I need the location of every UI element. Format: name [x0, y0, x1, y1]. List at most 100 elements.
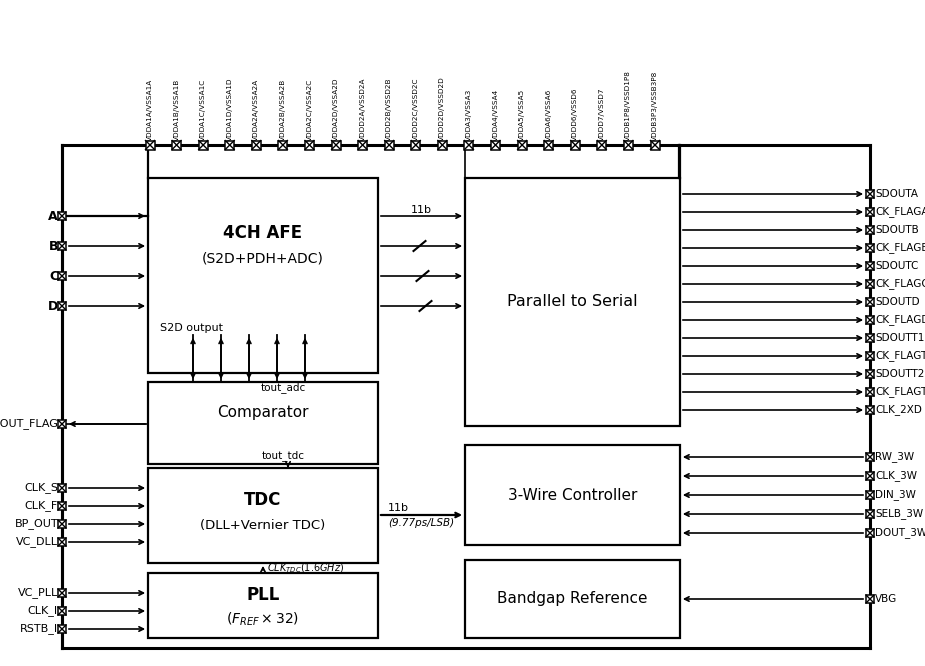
- Text: (9.77ps/LSB): (9.77ps/LSB): [388, 518, 454, 528]
- Bar: [145, 141, 154, 149]
- Text: D: D: [48, 300, 58, 312]
- Bar: [866, 316, 874, 324]
- Text: C: C: [49, 270, 58, 282]
- Bar: [58, 272, 66, 280]
- Text: PLL: PLL: [246, 586, 279, 604]
- Bar: [866, 529, 874, 537]
- Bar: [465, 560, 680, 638]
- Text: CK_FLAGA: CK_FLAGA: [875, 206, 925, 218]
- Text: CLK_F: CLK_F: [25, 501, 58, 511]
- Bar: [650, 141, 660, 149]
- Bar: [465, 178, 680, 426]
- Text: Comparator: Comparator: [217, 404, 309, 420]
- Text: VDDA1A/VSSA1A: VDDA1A/VSSA1A: [147, 79, 153, 141]
- Bar: [58, 420, 66, 428]
- Text: VDDD7/VSSD7: VDDD7/VSSD7: [598, 87, 605, 141]
- Bar: [331, 141, 340, 149]
- Bar: [464, 141, 474, 149]
- Text: VDDD2C/VSSD2C: VDDD2C/VSSD2C: [413, 77, 419, 141]
- Text: RW_3W: RW_3W: [875, 452, 914, 462]
- Bar: [58, 625, 66, 633]
- Text: Parallel to Serial: Parallel to Serial: [507, 294, 638, 310]
- Bar: [58, 538, 66, 546]
- Bar: [866, 190, 874, 198]
- Bar: [866, 472, 874, 480]
- Text: VDDA2C/VSSA2C: VDDA2C/VSSA2C: [306, 79, 313, 141]
- Text: VDDD2D/VSSD2D: VDDD2D/VSSD2D: [439, 76, 445, 141]
- Bar: [866, 388, 874, 396]
- Bar: [278, 141, 288, 149]
- Bar: [412, 141, 420, 149]
- Text: CK_FLAGD: CK_FLAGD: [875, 314, 925, 326]
- Bar: [866, 595, 874, 603]
- Bar: [624, 141, 633, 149]
- Text: DIN_3W: DIN_3W: [875, 490, 916, 500]
- Bar: [438, 141, 447, 149]
- Text: B: B: [48, 240, 58, 252]
- Text: VDDA2B/VSSA2B: VDDA2B/VSSA2B: [280, 79, 286, 141]
- Bar: [385, 141, 394, 149]
- Bar: [866, 491, 874, 499]
- Bar: [544, 141, 553, 149]
- Bar: [866, 334, 874, 342]
- Text: DOUT_3W: DOUT_3W: [875, 527, 925, 538]
- Bar: [225, 141, 234, 149]
- Bar: [58, 242, 66, 250]
- Text: 11b: 11b: [388, 503, 409, 513]
- Text: VDDA4/VSSA4: VDDA4/VSSA4: [492, 89, 499, 141]
- Bar: [58, 502, 66, 510]
- Bar: [571, 141, 580, 149]
- Bar: [148, 178, 378, 373]
- Text: CK_FLAGC: CK_FLAGC: [875, 278, 925, 290]
- Bar: [58, 212, 66, 220]
- Text: CLK_I: CLK_I: [28, 605, 58, 617]
- Text: $(F_{REF}\times32)$: $(F_{REF}\times32)$: [227, 610, 300, 627]
- Text: VDDD2B/VSSD2B: VDDD2B/VSSD2B: [387, 77, 392, 141]
- Bar: [866, 406, 874, 414]
- Bar: [518, 141, 526, 149]
- Text: VBG: VBG: [875, 594, 897, 604]
- Bar: [58, 484, 66, 492]
- Bar: [305, 141, 314, 149]
- Text: SDOUTD: SDOUTD: [875, 297, 919, 307]
- Text: CK_FLAGT2: CK_FLAGT2: [875, 386, 925, 398]
- Text: VDDA1C/VSSA1C: VDDA1C/VSSA1C: [200, 79, 206, 141]
- Bar: [866, 510, 874, 518]
- Bar: [866, 208, 874, 216]
- Bar: [866, 352, 874, 360]
- Text: 4CH AFE: 4CH AFE: [224, 224, 302, 242]
- Text: 11b: 11b: [411, 205, 432, 215]
- Bar: [172, 141, 181, 149]
- Bar: [252, 141, 261, 149]
- Bar: [866, 280, 874, 288]
- Text: TOUT_FLAG: TOUT_FLAG: [0, 418, 58, 430]
- Bar: [465, 445, 680, 545]
- Bar: [866, 226, 874, 234]
- Text: SDOUTA: SDOUTA: [875, 189, 918, 199]
- Text: SDOUTT2: SDOUTT2: [875, 369, 924, 379]
- Text: VDDA1D/VSSA1D: VDDA1D/VSSA1D: [227, 77, 233, 141]
- Text: VDDA6/VSSA6: VDDA6/VSSA6: [546, 89, 551, 141]
- Text: VDDA2D/VSSA2D: VDDA2D/VSSA2D: [333, 77, 339, 141]
- Text: CLK_S: CLK_S: [24, 483, 58, 494]
- Text: VDDD2A/VSSD2A: VDDD2A/VSSD2A: [360, 77, 365, 141]
- Text: CK_FLAGB: CK_FLAGB: [875, 242, 925, 254]
- Text: tout_adc: tout_adc: [260, 382, 305, 394]
- Text: VC_DLL: VC_DLL: [16, 537, 58, 547]
- Text: RSTB_I: RSTB_I: [19, 623, 58, 635]
- Bar: [148, 382, 378, 464]
- Text: CLK_2XD: CLK_2XD: [875, 404, 922, 416]
- Bar: [866, 298, 874, 306]
- Text: VDDA2A/VSSA2A: VDDA2A/VSSA2A: [253, 79, 259, 141]
- Text: CK_FLAGT1: CK_FLAGT1: [875, 350, 925, 362]
- Text: SDOUTC: SDOUTC: [875, 261, 919, 271]
- Text: BP_OUT: BP_OUT: [15, 519, 58, 529]
- Text: VC_PLL: VC_PLL: [18, 587, 58, 599]
- Text: SDOUTT1: SDOUTT1: [875, 333, 924, 343]
- Text: $CLK_{TDC}(1.6GHz)$: $CLK_{TDC}(1.6GHz)$: [267, 561, 344, 575]
- Bar: [58, 302, 66, 310]
- Bar: [58, 589, 66, 597]
- Bar: [58, 520, 66, 528]
- Text: CLK_3W: CLK_3W: [875, 471, 917, 482]
- Bar: [866, 244, 874, 252]
